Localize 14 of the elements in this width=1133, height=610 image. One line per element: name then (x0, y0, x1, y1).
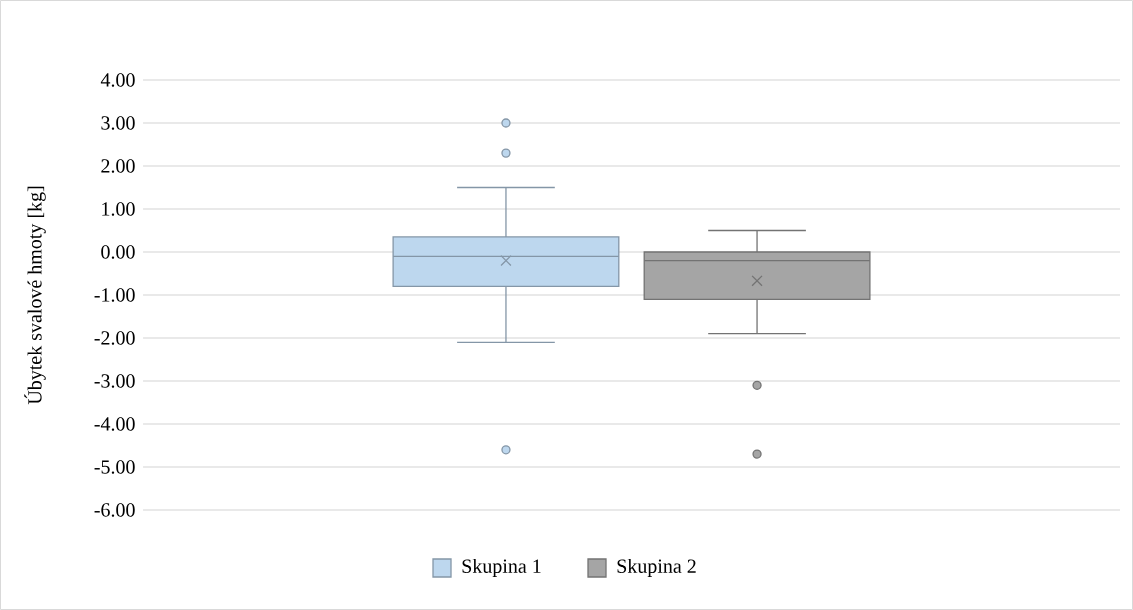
legend-label: Skupina 2 (617, 558, 696, 578)
y-tick-label: -3.00 (94, 374, 135, 388)
y-tick-label: 4.00 (100, 73, 135, 87)
y-tick-label: -5.00 (94, 460, 135, 474)
y-tick-label: 3.00 (101, 116, 135, 130)
legend-label: Skupina 1 (462, 558, 541, 578)
y-tick-label: -1.00 (94, 288, 135, 302)
y-tick-label: -6.00 (94, 503, 135, 517)
y-tick-label: -4.00 (94, 417, 135, 431)
y-axis-title: Úbytek svalové hmoty [kg] (24, 186, 46, 405)
y-tick-label: 1.00 (102, 202, 135, 216)
y-tick-label: 0.00 (101, 245, 135, 259)
y-tick-label: 2.00 (101, 159, 135, 173)
y-tick-label: -2.00 (94, 331, 135, 345)
